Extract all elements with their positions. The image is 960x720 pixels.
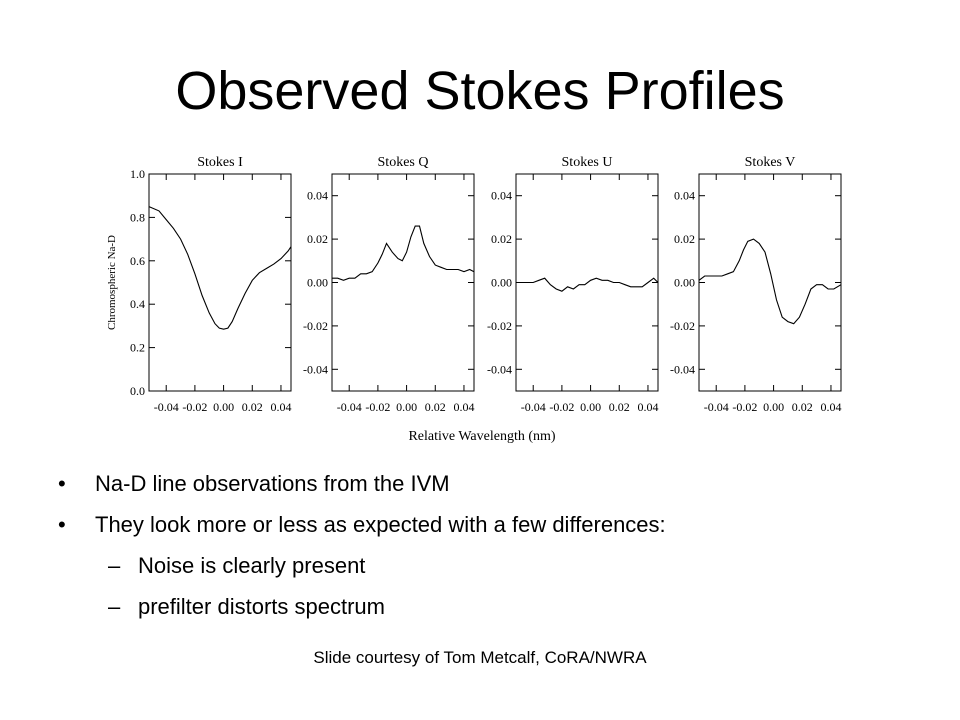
x-tick-label: -0.02 <box>365 400 390 414</box>
y-tick-label: 0.02 <box>307 232 328 246</box>
series-line <box>698 238 842 325</box>
plot-frame <box>331 173 475 392</box>
y-tick-label: 0.00 <box>307 276 328 290</box>
y-tick-label: 0.04 <box>307 189 328 203</box>
y-tick-label: -0.02 <box>487 319 512 333</box>
series-line <box>148 206 292 330</box>
bullet-text: Na-D line observations from the IVM <box>95 471 450 496</box>
bullet-marker: • <box>58 512 66 537</box>
chart-panel: Stokes U-0.04 -0.02 0.00 0.02 0.04-0.04-0.02… <box>487 155 659 414</box>
x-tick-label: -0.04 <box>704 400 729 414</box>
y-tick-label: 0.6 <box>130 254 145 268</box>
x-tick-label: -0.04 <box>521 400 546 414</box>
chart-title: Stokes U <box>562 155 613 170</box>
x-tick-label: 0.02 <box>425 400 446 414</box>
x-tick-label: 0.04 <box>270 400 291 414</box>
bullet-item: • They look more or less as expected with… <box>58 511 666 539</box>
y-tick-label: -0.04 <box>670 362 695 376</box>
y-tick-label: -0.04 <box>487 362 512 376</box>
x-tick-label: 0.04 <box>637 400 658 414</box>
bullet-text: Noise is clearly present <box>138 553 366 578</box>
y-tick-label: 0.0 <box>130 384 145 398</box>
bullet-list: • Na-D line observations from the IVM • The… <box>58 470 666 634</box>
x-tick-label: 0.04 <box>453 400 474 414</box>
y-tick-label: 0.00 <box>674 276 695 290</box>
bullet-item: – prefilter distorts spectrum <box>58 593 666 621</box>
plot-frame <box>148 173 292 392</box>
chart-panel: Stokes Q-0.04 -0.02 0.00 0.02 0.04-0.04-0.02… <box>303 155 475 414</box>
bullet-text: They look more or less as expected with … <box>95 512 666 537</box>
x-tick-label: 0.00 <box>213 400 234 414</box>
slide-credit: Slide courtesy of Tom Metcalf, CoRA/NWRA <box>313 648 647 667</box>
y-tick-label: 0.02 <box>674 232 695 246</box>
y-axis-label: Chromospheric Na-D <box>106 235 118 330</box>
x-tick-label: -0.04 <box>337 400 362 414</box>
y-tick-label: -0.04 <box>303 362 328 376</box>
x-tick-label: -0.02 <box>549 400 574 414</box>
series-line <box>516 277 659 292</box>
plot-frame <box>698 173 842 392</box>
chart-panel: Stokes V-0.04 -0.02 0.00 0.02 0.04-0.04-0.02… <box>670 155 842 414</box>
y-tick-label: 0.2 <box>130 341 145 355</box>
slide-title: Observed Stokes Profiles <box>175 61 785 121</box>
y-tick-label: -0.02 <box>670 319 695 333</box>
y-tick-label: 0.04 <box>491 189 512 203</box>
y-tick-label: 1.0 <box>130 167 145 181</box>
y-tick-label: 0.4 <box>130 297 145 311</box>
x-tick-label: 0.02 <box>609 400 630 414</box>
bullet-text: prefilter distorts spectrum <box>138 594 385 619</box>
x-tick-label: 0.02 <box>242 400 263 414</box>
y-tick-label: 0.04 <box>674 189 695 203</box>
x-tick-label: 0.02 <box>792 400 813 414</box>
x-tick-label: 0.00 <box>763 400 784 414</box>
y-tick-label: 0.02 <box>491 232 512 246</box>
bullet-item: • Na-D line observations from the IVM <box>58 470 666 498</box>
bullet-marker: – <box>108 553 121 578</box>
chart-title: Stokes Q <box>378 155 429 170</box>
series-line <box>332 225 475 281</box>
chart-title: Stokes V <box>745 155 796 170</box>
bullet-item: – Noise is clearly present <box>58 552 666 580</box>
y-tick-label: 0.8 <box>130 210 145 224</box>
x-tick-label: -0.02 <box>732 400 757 414</box>
y-tick-label: -0.02 <box>303 319 328 333</box>
x-tick-label: 0.00 <box>580 400 601 414</box>
x-tick-label: 0.04 <box>820 400 841 414</box>
bullet-marker: • <box>58 471 66 496</box>
x-tick-label: -0.04 <box>154 400 179 414</box>
x-axis-label: Relative Wavelength (nm) <box>408 429 555 444</box>
chart-title: Stokes I <box>197 155 243 170</box>
x-tick-label: 0.00 <box>396 400 417 414</box>
y-tick-label: 0.00 <box>491 276 512 290</box>
x-tick-label: -0.02 <box>182 400 207 414</box>
bullet-marker: – <box>108 594 121 619</box>
